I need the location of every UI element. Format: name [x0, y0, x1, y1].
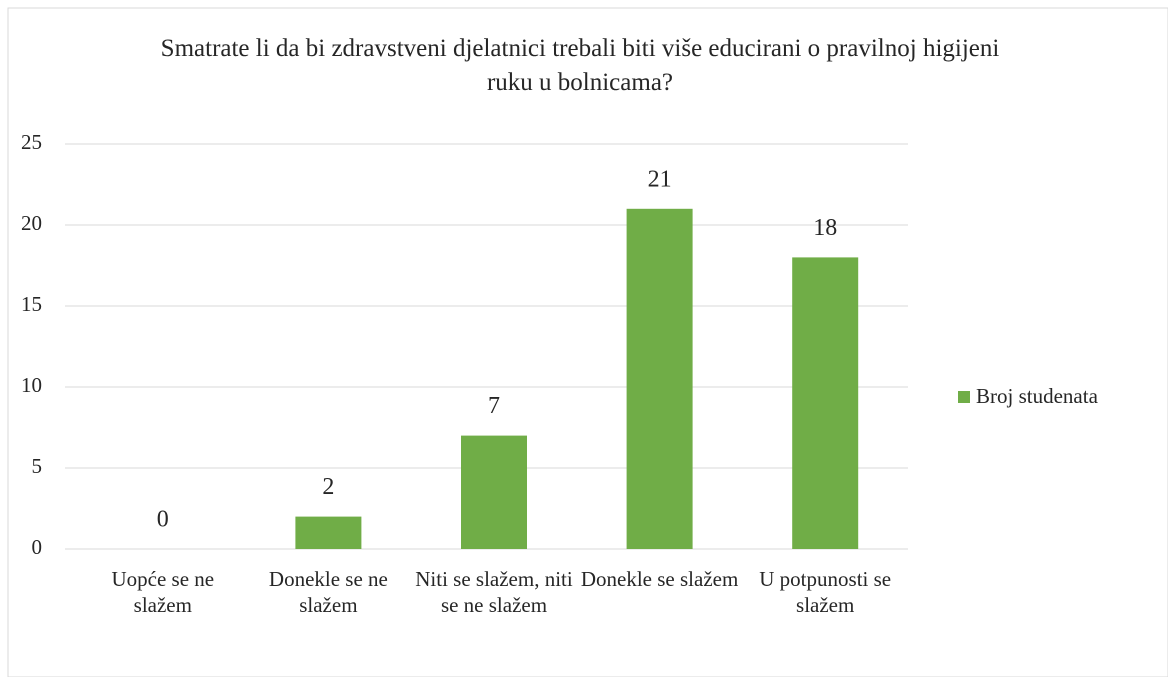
- x-tick-label: Niti se slažem, niti se ne slažem: [415, 567, 573, 617]
- y-tick-label: 15: [21, 292, 42, 316]
- data-label: 2: [322, 474, 334, 500]
- legend-swatch: [958, 391, 970, 403]
- data-label: 7: [488, 393, 500, 419]
- data-label: 18: [813, 215, 837, 241]
- y-tick-label: 10: [21, 373, 42, 397]
- data-label: 0: [157, 507, 169, 533]
- data-label: 21: [648, 166, 672, 192]
- y-tick-label: 0: [32, 535, 43, 559]
- bar: [461, 435, 527, 549]
- bar: [792, 257, 859, 549]
- legend-label: Broj studenata: [976, 384, 1099, 408]
- bar: [295, 516, 362, 549]
- x-tick-label: Donekle se ne slažem: [268, 567, 388, 617]
- y-tick-label: 25: [21, 130, 42, 154]
- x-tick-label: Donekle se slažem: [580, 567, 739, 591]
- y-tick-label: 5: [32, 454, 43, 478]
- x-tick-label: U potpunosti se slažem: [759, 567, 892, 617]
- bar: [626, 208, 693, 550]
- x-tick-label: Uopće se ne slažem: [111, 567, 215, 617]
- y-tick-label: 20: [21, 211, 42, 235]
- chart-border: [7, 7, 1168, 677]
- chart-title: Smatrate li da bi zdravstveni djelatnici…: [160, 35, 1000, 96]
